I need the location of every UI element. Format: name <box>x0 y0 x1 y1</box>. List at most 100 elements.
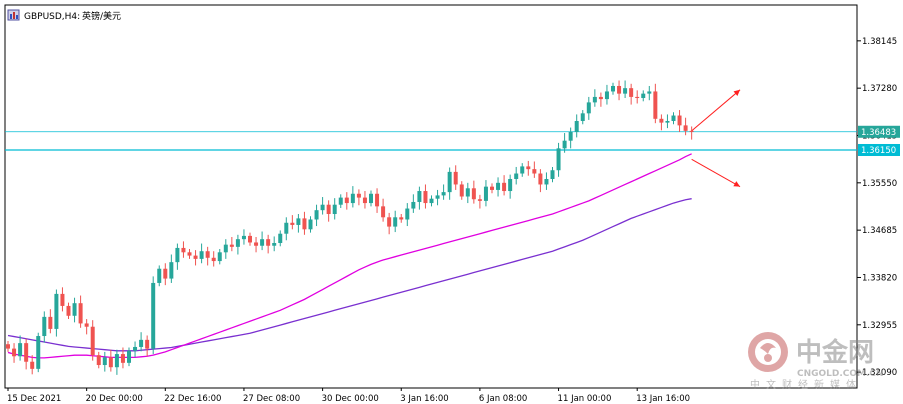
candle <box>114 349 119 375</box>
arrow-up-head <box>733 89 741 96</box>
candle-body <box>18 343 23 357</box>
candle-body <box>260 239 265 246</box>
candle <box>133 341 138 358</box>
candle <box>471 180 476 204</box>
price-tag-support-line <box>858 143 900 156</box>
candle-body <box>562 140 567 149</box>
candle-body <box>241 235 246 240</box>
candle-body <box>127 350 131 363</box>
candle <box>30 355 35 375</box>
candle-body <box>459 184 464 197</box>
candle-body <box>120 354 125 363</box>
candle-body <box>508 178 513 192</box>
candle-body <box>199 251 204 259</box>
candle-body <box>175 247 180 263</box>
forecast-arrows <box>691 89 741 188</box>
watermark-tagline: 中文财经新媒体 <box>750 378 862 391</box>
candle-body <box>320 204 325 211</box>
candle <box>538 169 543 193</box>
candle <box>453 165 458 190</box>
candle-body <box>314 210 319 220</box>
time-axis: 15 Dec 2021 20 Dec 00:00 22 Dec 16:00 27 De… <box>7 388 690 404</box>
candle-body <box>145 339 150 349</box>
candle <box>72 297 77 323</box>
candle <box>623 80 628 99</box>
candle <box>296 214 301 233</box>
candle <box>272 236 277 252</box>
price-tags: 1.36483 1.36150 <box>858 125 900 156</box>
candle <box>429 195 434 207</box>
candle-body <box>223 244 228 253</box>
plot-frame <box>4 4 858 389</box>
candle <box>447 167 452 200</box>
candle <box>139 332 144 352</box>
candle-body <box>151 282 156 349</box>
candle <box>526 160 531 176</box>
candle-body <box>326 204 331 215</box>
candle-body <box>471 188 476 200</box>
candle <box>223 239 228 259</box>
candle <box>108 349 113 372</box>
candle-body <box>187 252 192 256</box>
candle-body <box>453 171 458 185</box>
candle-body <box>248 235 252 243</box>
y-tick-label: 1.33820 <box>862 273 897 283</box>
watermark-brand: 中金网 <box>796 337 874 368</box>
candle <box>496 177 501 197</box>
candle <box>659 114 664 131</box>
candle <box>241 229 246 245</box>
candle-body <box>36 336 41 369</box>
candle <box>369 190 373 207</box>
candle <box>42 311 47 343</box>
candle <box>254 236 259 253</box>
candle <box>344 192 349 210</box>
horizontal-levels <box>5 131 857 151</box>
candle-body <box>399 217 404 220</box>
candle <box>592 89 597 107</box>
candle <box>163 263 168 286</box>
candle-body <box>483 186 488 201</box>
candle <box>211 251 216 267</box>
candle-body <box>139 339 144 347</box>
candle-body <box>381 206 386 218</box>
candle-body <box>429 198 434 204</box>
candle <box>217 249 222 265</box>
candle <box>248 232 252 246</box>
candle-body <box>290 222 295 225</box>
candle-body <box>193 255 198 259</box>
arrow-down-head <box>733 181 741 187</box>
candle <box>568 127 573 149</box>
candle <box>490 183 494 194</box>
candle-body <box>441 192 446 196</box>
y-tick-label: 1.38145 <box>862 37 897 47</box>
candle <box>260 231 265 251</box>
candle <box>187 249 192 259</box>
candle <box>12 343 17 363</box>
x-tick-label: 3 Jan 16:00 <box>400 394 448 404</box>
candle-body <box>490 186 494 190</box>
y-tick-label: 1.32955 <box>862 321 897 331</box>
candle-body <box>72 303 77 316</box>
candle-body <box>375 193 380 207</box>
chart-symbol-title: GBPUSD,H4: <box>24 12 80 22</box>
candle-body <box>659 118 664 123</box>
candle <box>435 189 440 206</box>
candle <box>653 83 658 124</box>
candle <box>677 110 682 132</box>
candle-body <box>393 217 398 227</box>
price-tag-label: 1.36483 <box>861 128 896 138</box>
candle <box>181 241 186 258</box>
candle <box>508 174 513 199</box>
candle-body <box>235 239 240 247</box>
candle <box>483 180 488 207</box>
candle-body <box>24 343 29 362</box>
candle-body <box>308 219 313 230</box>
candle <box>199 243 204 264</box>
candle-body <box>254 242 259 246</box>
candle <box>689 126 694 140</box>
candle-body <box>78 303 83 324</box>
candle-body <box>653 91 658 119</box>
candle <box>320 197 325 215</box>
